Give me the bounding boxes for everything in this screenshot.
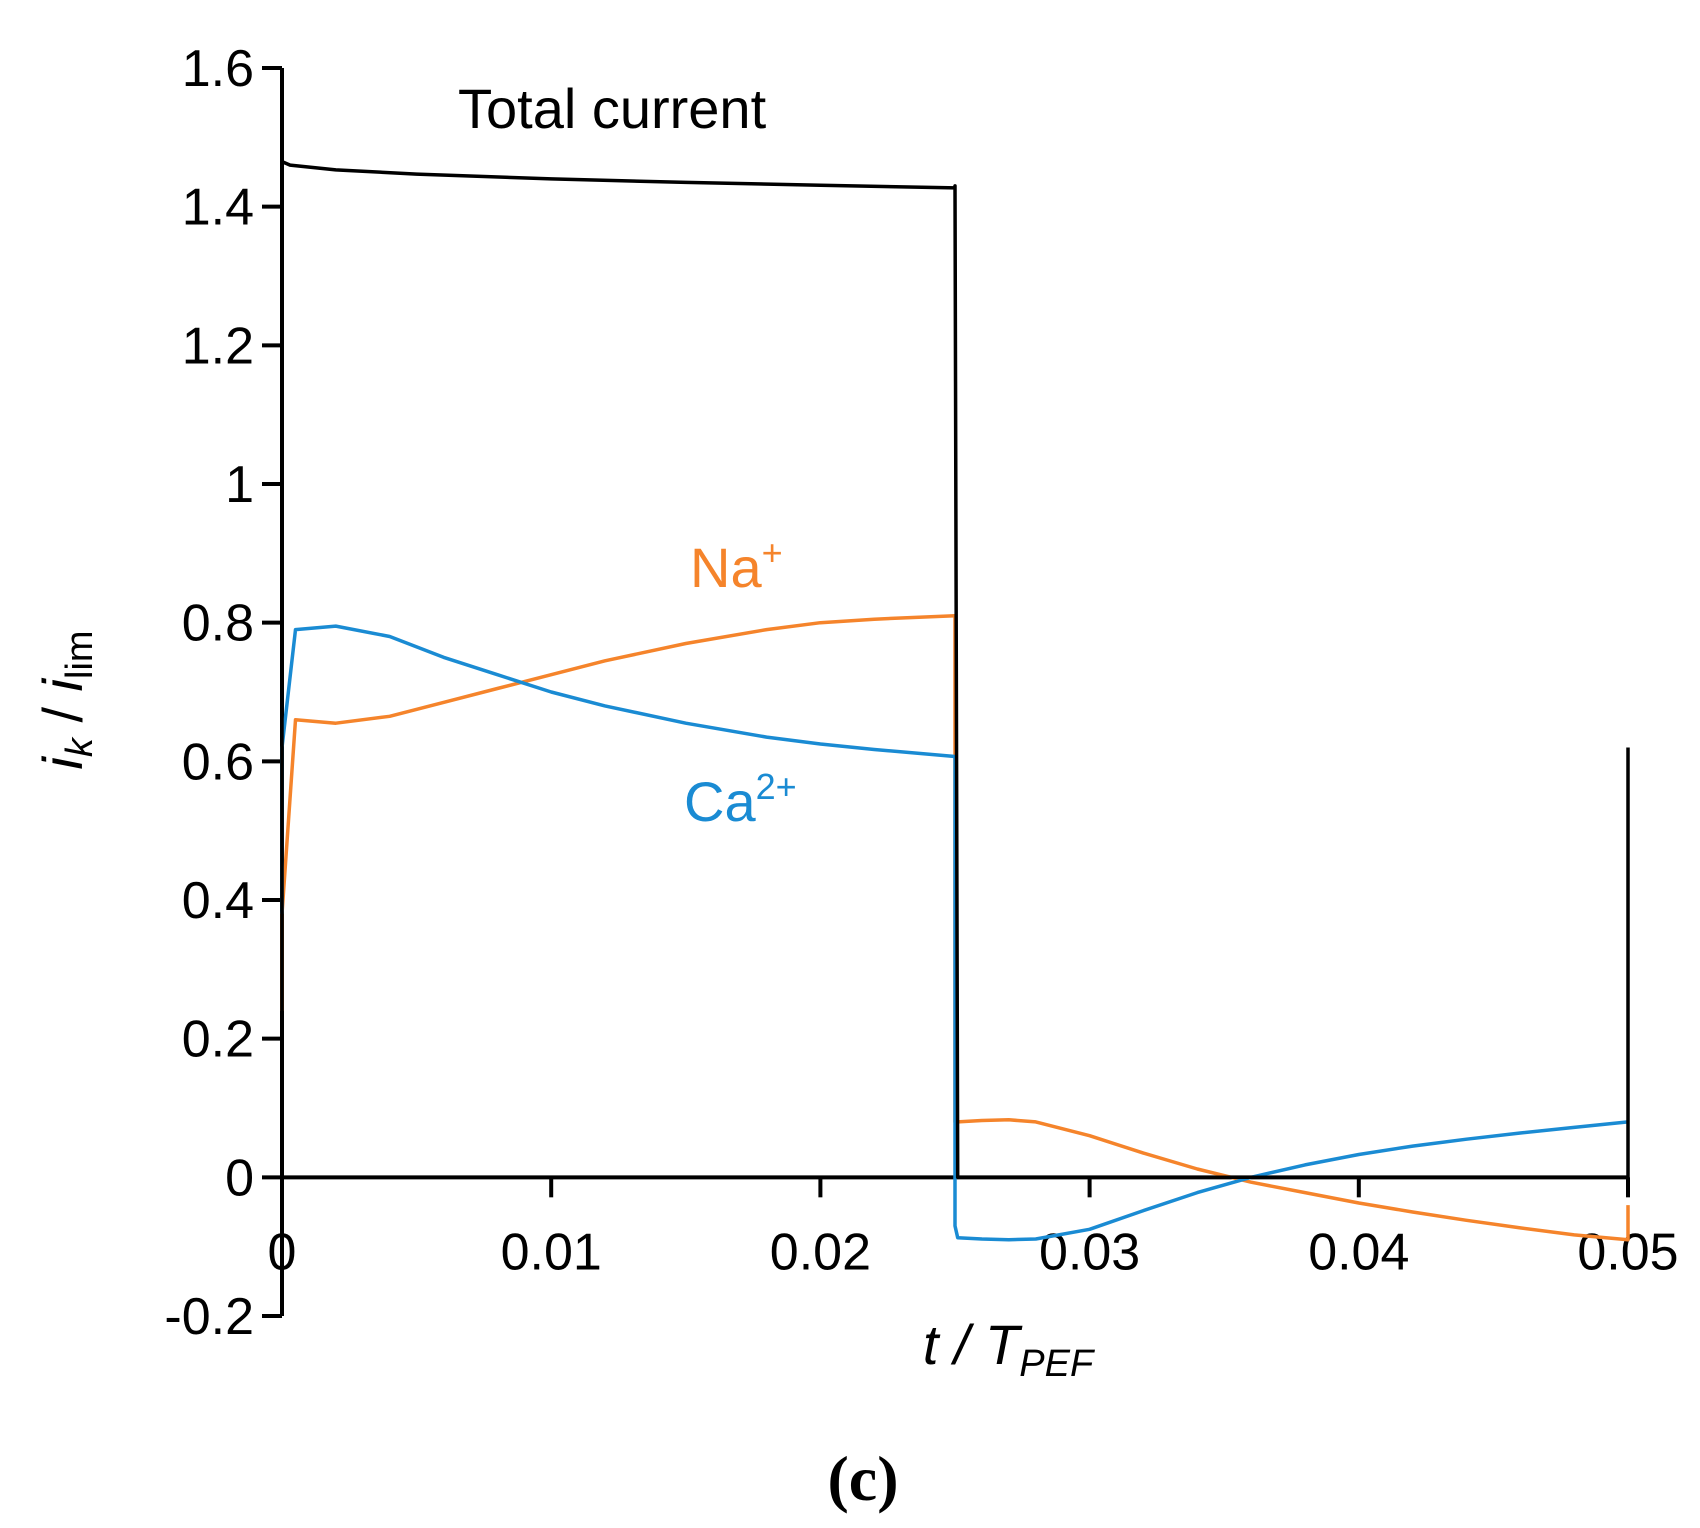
y-tick-label: 1.2 (182, 317, 254, 375)
y-tick-label: -0.2 (164, 1288, 254, 1346)
series-line-total-current (280, 159, 1630, 1180)
series-label-na: Na+ (690, 532, 783, 599)
x-axis-title: t / TPEF (923, 1313, 1095, 1385)
series-label-ca-text: Ca (684, 770, 756, 833)
y-axis-title-slash: / (31, 691, 94, 738)
series-label-ca: Ca2+ (684, 766, 797, 833)
x-ticks: 0 0.01 0.02 0.03 0.04 0.05 (268, 1177, 1679, 1281)
y-axis-title: ik / ilim (31, 630, 101, 769)
y-tick-label: 0.8 (182, 595, 254, 653)
y-axis-title-k: k (59, 736, 101, 757)
series-line-ca2- (280, 624, 1629, 1242)
y-tick-label: 0 (225, 1149, 254, 1207)
y-axis-title-i: i (31, 756, 94, 770)
x-tick-label: 0.04 (1308, 1223, 1409, 1281)
y-ticks: -0.2 0 0.2 0.4 0.6 0.8 1 1.2 1.4 1.6 (164, 40, 282, 1346)
x-axis-title-main: t / T (923, 1313, 1023, 1376)
series-label-na-sup: + (762, 532, 783, 573)
x-tick-label: 0.03 (1039, 1223, 1140, 1281)
y-axis-title-lim: lim (59, 630, 101, 679)
series-group (280, 159, 1630, 1242)
y-tick-label: 0.6 (182, 733, 254, 791)
series-label-na-text: Na (690, 536, 762, 599)
x-tick-label: 0.01 (501, 1223, 602, 1281)
y-tick-label: 0.2 (182, 1011, 254, 1069)
y-axis-title-i2: i (31, 677, 94, 691)
series-label-total-current: Total current (458, 77, 767, 140)
y-tick-label: 1 (225, 456, 254, 514)
series-label-total-current-text: Total current (458, 77, 767, 140)
y-tick-label: 1.6 (182, 40, 254, 98)
x-axis-title-sub: PEF (1019, 1343, 1095, 1385)
y-tick-label: 1.4 (182, 179, 254, 237)
y-tick-label: 0.4 (182, 872, 254, 930)
x-tick-label: 0.02 (770, 1223, 871, 1281)
x-tick-label: 0 (268, 1223, 297, 1281)
panel-label: (c) (827, 1443, 898, 1514)
series-label-ca-sup: 2+ (756, 766, 797, 807)
